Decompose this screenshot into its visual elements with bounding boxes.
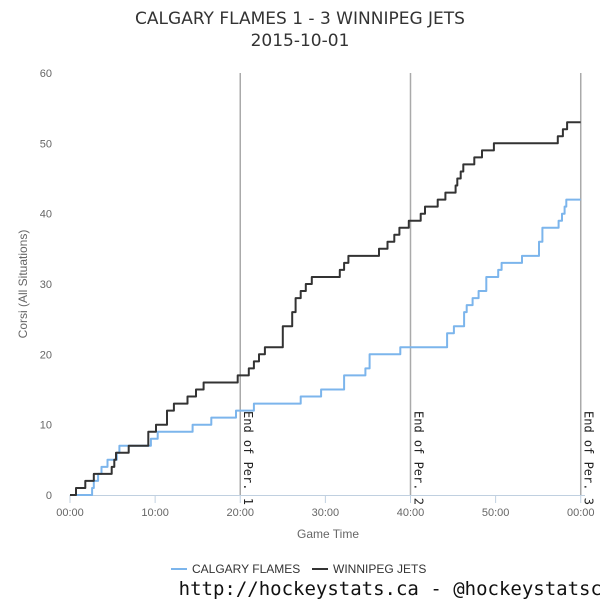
x-tick-label: 40:00 [397, 507, 425, 519]
legend-item[interactable]: WINNIPEG JETS [312, 562, 426, 576]
legend-label: CALGARY FLAMES [192, 562, 300, 576]
y-tick-label: 10 [40, 420, 52, 432]
period-end-label: End of Per. 3 [582, 411, 596, 505]
y-tick-label: 50 [40, 138, 52, 150]
x-tick-label: 30:00 [312, 507, 340, 519]
legend[interactable]: CALGARY FLAMES WINNIPEG JETS [171, 562, 426, 576]
series-line [70, 198, 581, 496]
period-end-label: End of Per. 2 [411, 411, 425, 505]
x-tick-label: 00:00 [56, 507, 84, 519]
series-line [70, 121, 581, 496]
x-axis-title: Game Time [297, 527, 359, 541]
legend-item[interactable]: CALGARY FLAMES [171, 562, 300, 576]
watermark-text: http://hockeystats.ca - @hockeystatsca [179, 578, 600, 600]
chart-title: CALGARY FLAMES 1 - 3 WINNIPEG JETS [135, 9, 465, 29]
y-tick-label: 0 [46, 490, 52, 502]
axes: 0 10 20 30 40 50 60 00:00 10:00 20:00 30:00 40:00 50… [40, 68, 595, 519]
y-tick-label: 20 [40, 349, 52, 361]
x-tick-label: 20:00 [226, 507, 254, 519]
x-tick-label: 50:00 [482, 507, 510, 519]
y-tick-label: 40 [40, 209, 52, 221]
y-axis-title: Corsi (All Situations) [16, 230, 30, 339]
chart-subtitle: 2015-10-01 [251, 31, 350, 51]
x-tick-label: 00:00 [567, 507, 595, 519]
x-tick-label: 10:00 [141, 507, 169, 519]
legend-label: WINNIPEG JETS [333, 562, 426, 576]
y-tick-label: 60 [40, 68, 52, 80]
period-end-label: End of Per. 1 [241, 411, 255, 505]
series-lines [70, 121, 581, 496]
y-tick-label: 30 [40, 279, 52, 291]
period-markers: End of Per. 1 End of Per. 2 End of Per. 3 [239, 73, 596, 505]
